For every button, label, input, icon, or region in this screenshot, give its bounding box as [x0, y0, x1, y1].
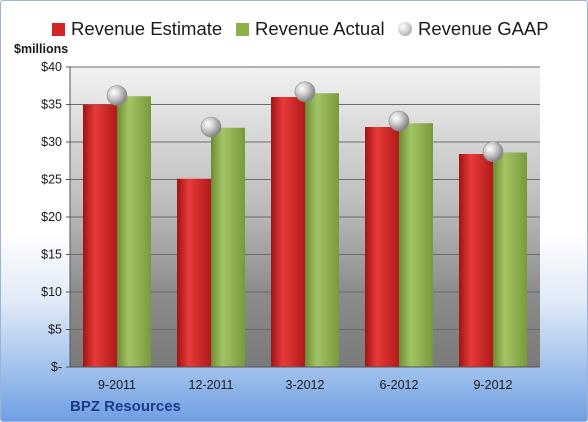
legend-label-revenue-gaap: Revenue GAAP: [418, 18, 549, 39]
y-tick-label: $15: [41, 248, 62, 262]
bar-revenue-actual: [399, 123, 433, 367]
marker-revenue-gaap: [200, 116, 222, 138]
bar-revenue-estimate: [459, 154, 493, 367]
y-tick-label: $20: [41, 210, 62, 224]
bars: [83, 93, 527, 367]
x-tick-label: 9-2011: [98, 378, 136, 392]
legend-item-revenue-estimate: Revenue Estimate: [52, 16, 222, 42]
marker-revenue-gaap: [388, 110, 410, 132]
legend-swatch-revenue-estimate: [52, 22, 65, 36]
marker-revenue-gaap: [294, 81, 316, 103]
bar-revenue-actual: [211, 127, 245, 367]
y-tick-label: $-: [51, 360, 62, 374]
x-tick-label: 3-2012: [286, 378, 325, 392]
bar-revenue-actual: [305, 93, 339, 367]
y-axis-unit-label: $millions: [14, 42, 69, 56]
legend-item-revenue-gaap: Revenue GAAP: [398, 16, 549, 42]
bar-revenue-estimate: [177, 178, 211, 367]
bar-revenue-actual: [493, 152, 527, 367]
y-axis-ticks: $- $5 $10 $15 $20 $25 $30 $35 $40: [41, 60, 71, 374]
legend-marker-revenue-gaap: [398, 22, 412, 36]
legend-item-revenue-actual: Revenue Actual: [236, 16, 385, 42]
y-tick-label: $10: [41, 285, 62, 299]
bar-revenue-estimate: [83, 104, 117, 367]
y-tick-label: $25: [41, 173, 62, 187]
legend-label-revenue-actual: Revenue Actual: [255, 18, 385, 39]
gaap-markers: [106, 81, 504, 163]
legend-swatch-revenue-actual: [236, 22, 249, 36]
y-tick-label: $40: [41, 60, 62, 74]
y-tick-label: $30: [41, 135, 62, 149]
x-tick-label: 12-2011: [189, 378, 234, 392]
x-axis-ticks: 9-2011 12-2011 3-2012 6-2012 9-2012: [70, 366, 540, 392]
bar-revenue-actual: [117, 96, 151, 367]
legend: Revenue Estimate Revenue Actual Revenue …: [0, 16, 588, 42]
bar-revenue-estimate: [365, 127, 399, 367]
legend-label-revenue-estimate: Revenue Estimate: [71, 18, 223, 39]
y-tick-label: $5: [48, 323, 62, 337]
x-tick-label: 6-2012: [380, 378, 419, 392]
marker-revenue-gaap: [106, 85, 128, 106]
y-tick-label: $35: [41, 98, 62, 112]
x-tick-label: 9-2012: [474, 378, 513, 392]
marker-revenue-gaap: [482, 141, 504, 163]
bar-revenue-estimate: [271, 97, 305, 367]
company-name: BPZ Resources: [70, 398, 181, 415]
